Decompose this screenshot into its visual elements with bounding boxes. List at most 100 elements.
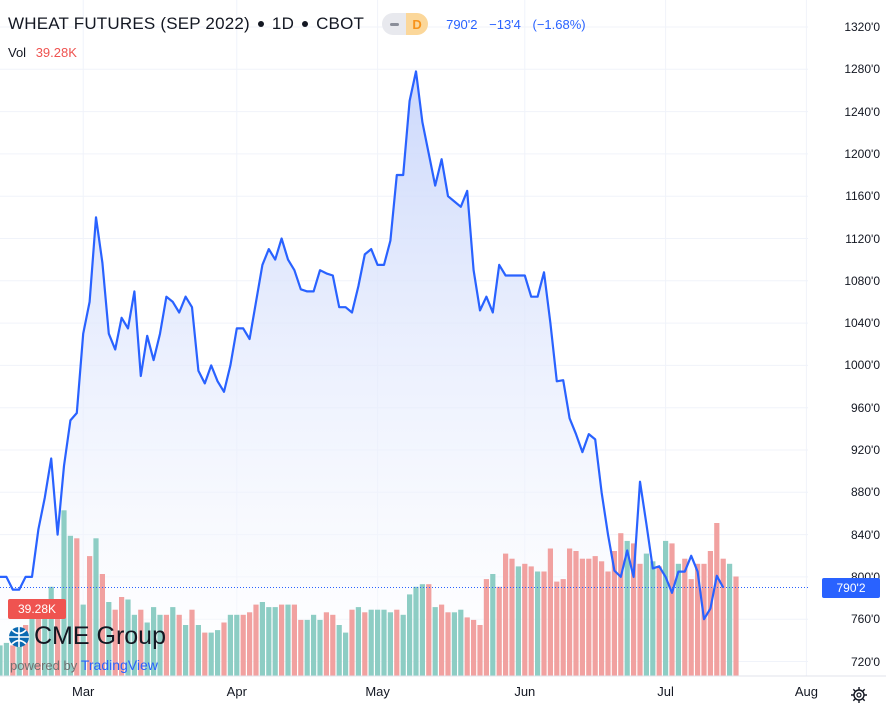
volume-bar (106, 602, 112, 676)
volume-bar (733, 576, 739, 676)
volume-bar (675, 563, 681, 676)
volume-bar (291, 604, 297, 676)
powered-by-text: powered by TradingView (10, 657, 158, 673)
market-status-pill[interactable]: D (382, 13, 429, 35)
volume-bar (61, 510, 67, 677)
x-tick-label: May (365, 684, 390, 699)
settings-gear-icon[interactable] (850, 686, 868, 704)
brand-name: CME Group (34, 622, 166, 650)
chart-legend-header: WHEAT FUTURES (SEP 2022) 1D CBOT D 790'2… (8, 12, 594, 36)
volume-bar (528, 566, 534, 676)
volume-bar (99, 574, 105, 676)
cme-group-logo[interactable]: CME Group powered by TradingView (8, 622, 166, 673)
volume-bar (669, 543, 675, 676)
volume-bar (343, 632, 349, 676)
y-tick-label: 840'0 (851, 527, 880, 542)
volume-bar (727, 563, 733, 676)
volume-bar (547, 548, 553, 676)
volume-bar (631, 543, 637, 676)
minus-icon (382, 13, 407, 35)
volume-bar (439, 604, 445, 676)
volume-bar (67, 535, 73, 677)
volume-bar (611, 551, 617, 676)
volume-bar (490, 574, 496, 676)
volume-bar (663, 540, 669, 676)
volume-bar (541, 571, 547, 676)
volume-bar (234, 614, 240, 676)
volume-bar (163, 614, 169, 676)
volume-bar (125, 599, 131, 676)
volume-bar (170, 607, 176, 676)
volume-bar (554, 581, 560, 676)
volume-bar (586, 558, 592, 676)
symbol-title[interactable]: WHEAT FUTURES (SEP 2022) (8, 14, 250, 33)
volume-bar (157, 614, 163, 676)
volume-bar (336, 625, 342, 676)
volume-bar (272, 607, 278, 676)
volume-bar (138, 609, 144, 676)
volume-bar (80, 604, 86, 676)
volume-bar (259, 602, 265, 676)
volume-bar (368, 609, 374, 676)
volume-bar (29, 604, 35, 676)
volume-bar (650, 561, 656, 676)
volume-bar (682, 558, 688, 676)
price-change: −13'4 (489, 16, 521, 32)
price-area-fill (0, 71, 724, 676)
volume-bar (413, 586, 419, 677)
volume-bar (221, 622, 227, 676)
y-tick-label: 1200'0 (844, 146, 880, 161)
volume-bar (317, 619, 323, 676)
volume-legend[interactable]: Vol 39.28K (8, 45, 77, 60)
interval-label[interactable]: 1D (271, 14, 295, 33)
volume-bar (496, 586, 502, 677)
y-tick-label: 880'0 (851, 485, 880, 500)
last-price: 790'2 (446, 16, 478, 32)
volume-bar (483, 579, 489, 676)
volume-bar (624, 540, 630, 676)
volume-bar (240, 614, 246, 676)
x-tick-label: Jul (657, 684, 674, 699)
volume-bar (720, 558, 726, 676)
volume-bar (477, 625, 483, 676)
volume-bar (93, 538, 99, 676)
volume-bar (400, 614, 406, 676)
y-tick-label: 960'0 (851, 400, 880, 415)
volume-bar (247, 612, 253, 676)
volume-bar (131, 614, 137, 676)
exchange-label: CBOT (316, 14, 365, 33)
volume-bar (215, 630, 221, 676)
volume-bar (458, 609, 464, 676)
volume-bar (599, 561, 605, 676)
tradingview-link[interactable]: TradingView (80, 657, 158, 673)
volume-bar (112, 609, 118, 676)
x-tick-label: Aug (794, 684, 818, 699)
volume-bar (567, 548, 573, 676)
volume-bar (535, 571, 541, 676)
last-price-badge: 790'2 (822, 578, 880, 598)
volume-bar (23, 625, 29, 676)
volume-bar (74, 538, 80, 676)
volume-label: Vol (8, 45, 27, 60)
volume-bar (87, 556, 93, 676)
y-tick-label: 920'0 (851, 443, 880, 457)
delayed-badge: D (406, 13, 429, 35)
volume-bar (279, 604, 285, 676)
volume-bar (144, 622, 150, 676)
volume-bar (618, 533, 624, 676)
volume-bar (323, 612, 329, 676)
volume-bar (637, 563, 643, 676)
volume-bar (509, 558, 515, 676)
volume-bar (55, 599, 61, 676)
volume-bar (503, 553, 509, 676)
volume-bar (375, 609, 381, 676)
volume-bar (714, 523, 720, 676)
y-tick-label: 1240'0 (844, 104, 880, 119)
volume-bar (426, 584, 432, 676)
volume-bar (35, 612, 41, 676)
volume-bar (381, 609, 387, 676)
volume-bar (515, 566, 521, 676)
volume-bar (119, 597, 125, 676)
volume-bar (176, 614, 182, 676)
